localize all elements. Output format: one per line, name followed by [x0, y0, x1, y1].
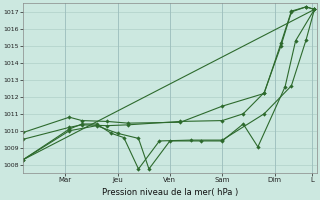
X-axis label: Pression niveau de la mer( hPa ): Pression niveau de la mer( hPa ) [102, 188, 238, 197]
